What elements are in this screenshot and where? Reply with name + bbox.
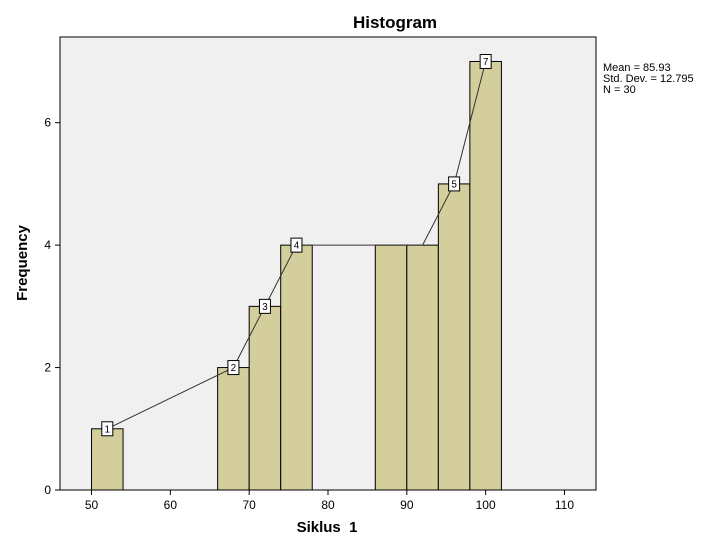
- stat-line: Std. Dev. = 12.795: [603, 73, 694, 85]
- y-tick-label: 6: [44, 116, 51, 130]
- point-marker: [227, 360, 240, 376]
- point-marker: [448, 176, 461, 192]
- histogram-bar: [437, 183, 471, 491]
- y-tick-label: 2: [44, 361, 51, 375]
- point-marker: [290, 237, 303, 253]
- point-marker-label: 2: [231, 363, 237, 374]
- histogram-bar: [248, 305, 282, 491]
- y-axis: 0 2 4 6: [44, 116, 60, 497]
- point-marker: [479, 53, 492, 69]
- point-marker-label: 3: [262, 302, 268, 313]
- histogram-bar: [374, 244, 408, 491]
- x-tick-label: 70: [242, 498, 256, 512]
- histogram-bar: [406, 244, 439, 491]
- point-marker-label: 1: [105, 424, 111, 435]
- point-marker-label: 5: [451, 179, 457, 190]
- point-marker-label: 4: [294, 241, 300, 252]
- x-tick-label: 110: [555, 498, 574, 512]
- histogram-bar: [217, 367, 250, 491]
- stat-line: N = 30: [603, 84, 636, 96]
- stat-line: Mean = 85.93: [603, 62, 671, 74]
- y-tick-label: 4: [44, 238, 51, 252]
- x-tick-label: 50: [85, 498, 99, 512]
- point-marker-label: 7: [483, 57, 489, 68]
- bars-layer: [91, 60, 502, 491]
- x-tick-label: 60: [164, 498, 178, 512]
- chart-title: Histogram: [353, 13, 437, 32]
- x-axis-label: Siklus 1: [297, 519, 358, 536]
- point-marker: [101, 421, 114, 437]
- x-tick-label: 80: [321, 498, 335, 512]
- histogram-bar: [91, 428, 124, 491]
- histogram-bar: [280, 244, 313, 491]
- histogram-bar: [469, 60, 502, 491]
- x-axis: 50 60 70 80 90 100 110: [85, 490, 574, 512]
- y-tick-label: 0: [44, 483, 51, 497]
- plot-area: [59, 36, 597, 491]
- x-tick-label: 90: [400, 498, 414, 512]
- y-axis-label: Frequency: [14, 224, 31, 301]
- markers-layer: 1 2 3 4 5 7: [101, 53, 492, 437]
- point-marker: [258, 298, 271, 314]
- x-tick-label: 100: [476, 498, 496, 512]
